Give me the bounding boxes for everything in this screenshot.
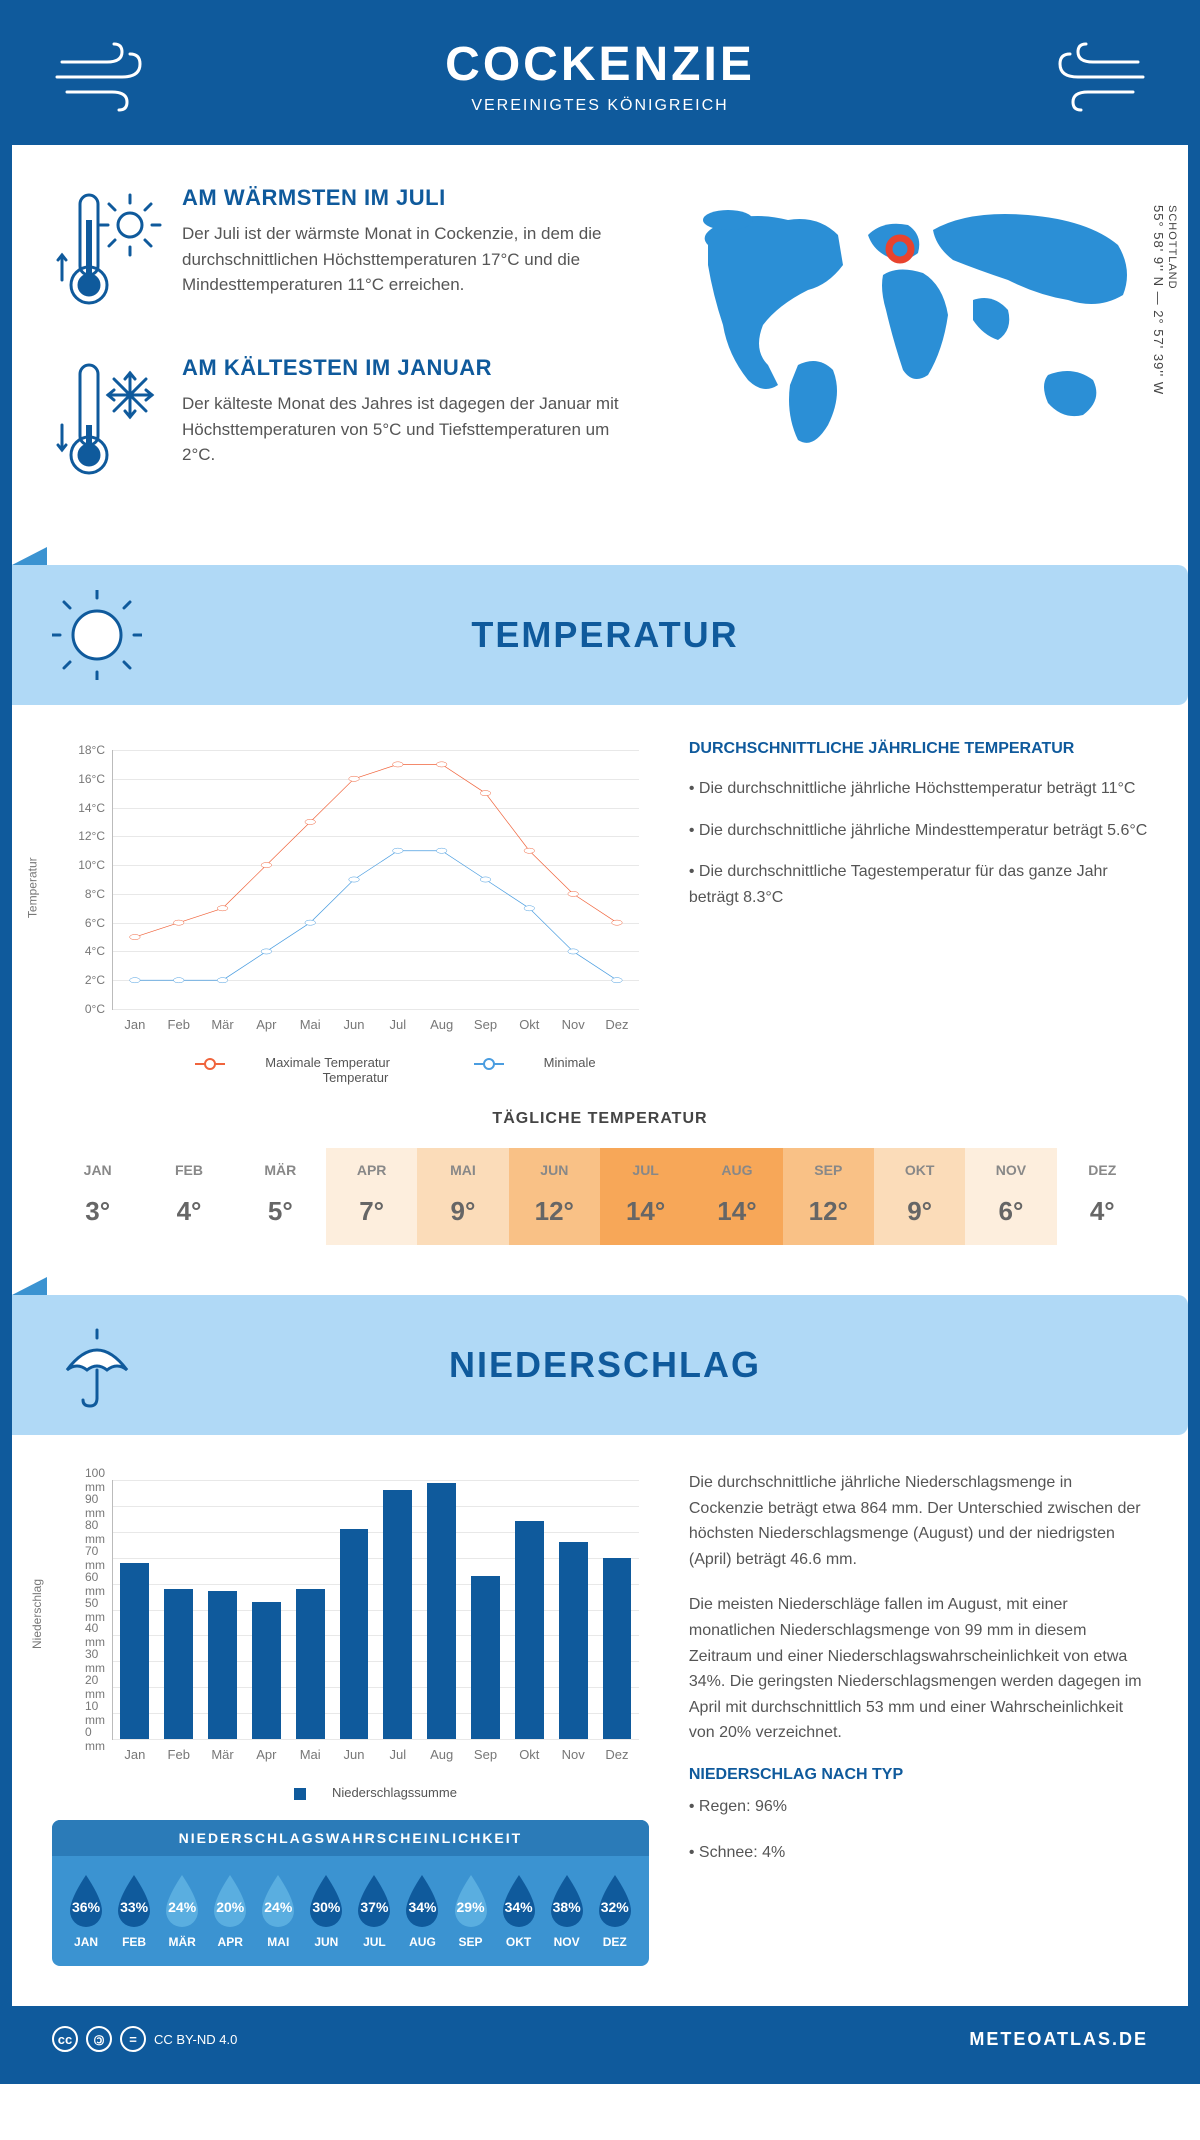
nd-icon: = — [120, 2026, 146, 2052]
bar — [603, 1558, 632, 1739]
temp-cell: JUN12° — [509, 1148, 600, 1245]
temp-cell: NOV6° — [965, 1148, 1056, 1245]
warmest-block: AM WÄRMSTEN IM JULI Der Juli ist der wär… — [52, 185, 638, 320]
probability-drop: 32%DEZ — [591, 1871, 639, 1949]
probability-drop: 20%APR — [206, 1871, 254, 1949]
bar — [120, 1563, 149, 1739]
probability-drop: 33%FEB — [110, 1871, 158, 1949]
temperature-summary-text: DURCHSCHNITTLICHE JÄHRLICHE TEMPERATUR •… — [689, 740, 1148, 1070]
bar — [427, 1483, 456, 1739]
temp-cell: OKT9° — [874, 1148, 965, 1245]
bar — [340, 1529, 369, 1739]
temp-cell: JAN3° — [52, 1148, 143, 1245]
temperature-line-chart: Temperatur 0°C2°C4°C6°C8°C10°C12°C14°C16… — [52, 740, 649, 1070]
precipitation-bar-chart: Niederschlag 0 mm10 mm20 mm30 mm40 mm50 … — [52, 1470, 649, 1800]
wind-icon — [1048, 42, 1148, 117]
probability-drop: 37%JUL — [350, 1871, 398, 1949]
warmest-text: Der Juli ist der wärmste Monat in Cocken… — [182, 221, 638, 298]
temp-cell: MAI9° — [417, 1148, 508, 1245]
bar — [252, 1602, 281, 1739]
bar — [296, 1589, 325, 1739]
probability-drop: 38%NOV — [543, 1871, 591, 1949]
thermometer-cold-icon — [52, 355, 162, 490]
temp-cell: FEB4° — [143, 1148, 234, 1245]
footer: cc 🄯 = CC BY-ND 4.0 METEOATLAS.DE — [12, 2006, 1188, 2072]
bar — [471, 1576, 500, 1739]
probability-drop: 24%MÄR — [158, 1871, 206, 1949]
by-icon: 🄯 — [86, 2026, 112, 2052]
cc-icon: cc — [52, 2026, 78, 2052]
temp-cell: SEP12° — [783, 1148, 874, 1245]
license: cc 🄯 = CC BY-ND 4.0 — [52, 2026, 237, 2052]
probability-drop: 24%MAI — [254, 1871, 302, 1949]
precipitation-probability: NIEDERSCHLAGSWAHRSCHEINLICHKEIT 36%JAN33… — [52, 1820, 649, 1966]
probability-drop: 34%OKT — [495, 1871, 543, 1949]
infographic-container: COCKENZIE VEREINIGTES KÖNIGREICH — [0, 0, 1200, 2084]
warmest-title: AM WÄRMSTEN IM JULI — [182, 185, 638, 211]
brand: METEOATLAS.DE — [969, 2029, 1148, 2050]
temp-cell: DEZ4° — [1057, 1148, 1148, 1245]
coldest-text: Der kälteste Monat des Jahres ist dagege… — [182, 391, 638, 468]
chart-legend: Niederschlagssumme — [112, 1785, 639, 1800]
bar — [383, 1490, 412, 1739]
wind-icon — [52, 42, 152, 117]
temperature-section-header: TEMPERATUR — [12, 565, 1188, 705]
precipitation-summary-text: Die durchschnittliche jährliche Niedersc… — [689, 1470, 1148, 1966]
world-map: SCHOTTLAND 55° 58' 9'' N — 2° 57' 39'' W — [668, 185, 1148, 525]
probability-drop: 29%SEP — [447, 1871, 495, 1949]
bar — [515, 1521, 544, 1739]
umbrella-icon — [52, 1320, 142, 1410]
probability-drop: 36%JAN — [62, 1871, 110, 1949]
chart-legend: .legend-line[style*='f0643c']::before{bo… — [112, 1055, 639, 1085]
precipitation-section-header: NIEDERSCHLAG — [12, 1295, 1188, 1435]
probability-drop: 30%JUN — [302, 1871, 350, 1949]
thermometer-hot-icon — [52, 185, 162, 320]
temp-cell: JUL14° — [600, 1148, 691, 1245]
page-title: COCKENZIE — [52, 37, 1148, 92]
probability-drop: 34%AUG — [398, 1871, 446, 1949]
sun-icon — [52, 590, 142, 680]
temp-cell: AUG14° — [691, 1148, 782, 1245]
coordinates: SCHOTTLAND 55° 58' 9'' N — 2° 57' 39'' W — [1151, 205, 1178, 395]
bar — [559, 1542, 588, 1739]
coldest-title: AM KÄLTESTEN IM JANUAR — [182, 355, 638, 381]
temp-cell: MÄR5° — [235, 1148, 326, 1245]
daily-temperature-table: TÄGLICHE TEMPERATUR JAN3°FEB4°MÄR5°APR7°… — [52, 1110, 1148, 1245]
bar — [164, 1589, 193, 1739]
bar — [208, 1591, 237, 1739]
temp-cell: APR7° — [326, 1148, 417, 1245]
header: COCKENZIE VEREINIGTES KÖNIGREICH — [12, 12, 1188, 145]
page-subtitle: VEREINIGTES KÖNIGREICH — [52, 97, 1148, 115]
coldest-block: AM KÄLTESTEN IM JANUAR Der kälteste Mona… — [52, 355, 638, 490]
